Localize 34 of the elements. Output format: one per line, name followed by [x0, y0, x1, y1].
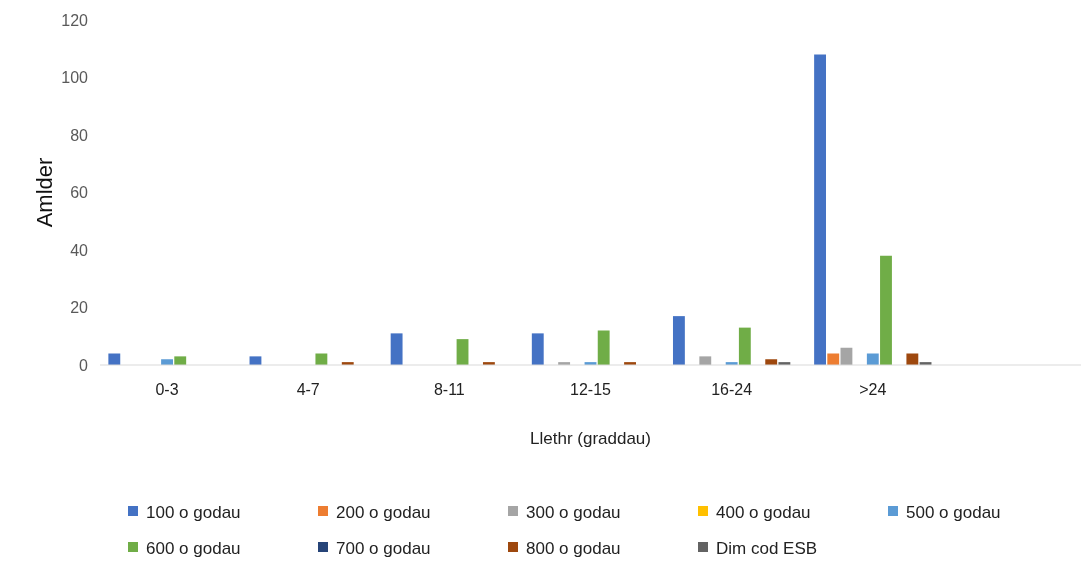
- y-tick-label: 0: [79, 356, 89, 374]
- x-tick-label: 8-11: [433, 381, 465, 398]
- bar: [672, 316, 685, 365]
- bar: [597, 330, 610, 365]
- legend-label: 200 o godau: [336, 502, 431, 522]
- y-tick-label: 100: [61, 69, 89, 87]
- y-tick-label: 120: [61, 11, 89, 29]
- x-tick-label: 4-7: [296, 381, 320, 398]
- legend-label: Dim cod ESB: [716, 538, 818, 558]
- legend-label: 100 o godau: [146, 502, 241, 522]
- y-tick-label: 40: [70, 241, 89, 259]
- y-axis-title: Amlder: [32, 157, 57, 228]
- legend-label: 400 o godau: [716, 502, 811, 522]
- y-tick-label: 80: [70, 126, 89, 144]
- x-tick-label: 12-15: [570, 381, 612, 398]
- y-tick-label: 20: [70, 299, 89, 317]
- legend-label: 500 o godau: [906, 502, 1001, 522]
- legend-label: 800 o godau: [526, 538, 621, 558]
- legend-label: 600 o godau: [146, 538, 241, 558]
- bar: [456, 339, 469, 365]
- x-tick-label: >24: [859, 381, 887, 398]
- bar: [390, 333, 403, 365]
- bar: [531, 333, 544, 365]
- bar: [814, 54, 826, 365]
- x-tick-label: 0-3: [155, 381, 179, 398]
- bar: [880, 255, 892, 365]
- bar: [699, 356, 712, 365]
- bar: [738, 327, 751, 365]
- bar: [174, 356, 187, 365]
- y-tick-label: 60: [70, 184, 89, 202]
- x-axis-title: Llethr (graddau): [530, 429, 651, 448]
- x-tick-label: 16-24: [711, 381, 753, 398]
- legend-label: 700 o godau: [336, 538, 431, 558]
- legend-label: 300 o godau: [526, 502, 621, 522]
